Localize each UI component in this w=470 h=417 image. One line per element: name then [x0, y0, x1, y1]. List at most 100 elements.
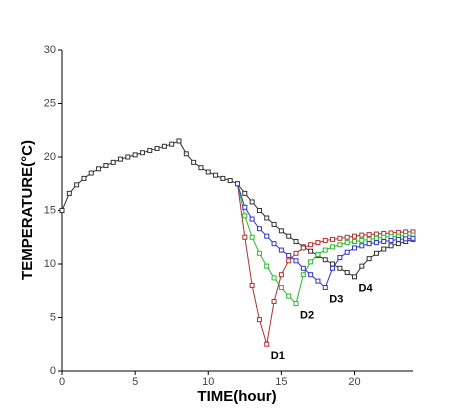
data-point — [366, 232, 372, 238]
data-point — [169, 141, 175, 147]
data-point — [381, 246, 387, 252]
data-point — [388, 243, 394, 249]
data-point — [59, 208, 65, 213]
data-point — [373, 240, 379, 246]
data-point — [213, 172, 219, 178]
data-point — [315, 240, 321, 246]
series-label: D4 — [359, 283, 374, 295]
x-tick-label: 20 — [348, 376, 360, 388]
data-point — [110, 159, 116, 165]
data-point — [330, 244, 336, 250]
data-point — [308, 259, 314, 265]
data-point — [388, 237, 394, 243]
data-point — [227, 178, 233, 184]
x-tick-label: 0 — [59, 376, 65, 388]
data-point — [256, 250, 262, 256]
y-tick-label: 10 — [44, 258, 56, 270]
data-point — [191, 159, 197, 165]
data-point — [235, 181, 240, 187]
data-point — [352, 245, 357, 251]
data-point — [344, 234, 350, 240]
x-tick-label: 5 — [132, 376, 138, 388]
x-tick-label: 15 — [275, 376, 287, 388]
data-point — [88, 170, 94, 176]
data-point — [300, 272, 306, 278]
data-point — [278, 285, 284, 291]
data-point — [315, 251, 321, 257]
data-point — [264, 263, 270, 269]
data-point — [256, 208, 262, 213]
data-point — [322, 257, 328, 263]
data-point — [242, 213, 248, 219]
data-point — [315, 278, 321, 284]
series-line — [237, 183, 413, 345]
data-point — [66, 190, 72, 196]
data-point — [366, 256, 372, 262]
data-point — [352, 233, 357, 239]
data-point — [249, 216, 255, 222]
data-point — [249, 199, 255, 205]
data-point — [278, 272, 284, 278]
y-tick-label: 15 — [44, 204, 56, 216]
data-point — [103, 163, 109, 169]
data-point — [154, 145, 160, 151]
data-point — [271, 275, 277, 281]
data-point — [242, 234, 248, 240]
data-point — [293, 258, 299, 264]
data-point — [300, 245, 306, 251]
data-point — [139, 150, 145, 156]
data-point — [286, 293, 292, 299]
data-point — [256, 317, 262, 323]
data-point — [337, 235, 343, 241]
y-tick-label: 20 — [44, 151, 56, 163]
data-point — [366, 236, 372, 242]
data-point — [271, 298, 277, 304]
data-point — [74, 182, 80, 188]
data-point — [308, 242, 314, 248]
data-point — [381, 239, 387, 245]
data-point — [308, 248, 314, 254]
data-point — [286, 258, 292, 264]
data-point — [118, 156, 123, 162]
data-point — [132, 152, 138, 158]
x-axis-label: TIME(hour) — [197, 388, 276, 405]
data-point — [359, 237, 365, 243]
data-point — [220, 175, 226, 181]
y-axis-label: TEMPERATURE(°C) — [19, 140, 36, 280]
data-point — [330, 265, 336, 271]
data-point — [264, 215, 270, 221]
data-point — [278, 228, 284, 234]
x-tick-label: 10 — [202, 376, 214, 388]
y-tick-label: 30 — [44, 44, 56, 56]
data-point — [183, 151, 189, 157]
data-point — [286, 233, 292, 239]
series-label: D3 — [329, 293, 343, 305]
data-point — [337, 265, 343, 271]
data-point — [395, 236, 401, 242]
data-point — [205, 169, 211, 175]
data-point — [242, 190, 248, 196]
data-point — [293, 301, 299, 307]
data-point — [373, 235, 379, 241]
data-point — [373, 231, 379, 237]
data-point — [147, 148, 153, 154]
data-point — [344, 240, 350, 246]
data-point — [322, 247, 328, 253]
series-label: D1 — [271, 350, 285, 362]
y-tick-label: 5 — [50, 311, 56, 323]
y-tick-label: 25 — [44, 97, 56, 109]
data-point — [359, 263, 365, 269]
data-point — [337, 255, 343, 261]
data-point — [403, 236, 409, 242]
data-point — [264, 233, 270, 239]
data-point — [352, 239, 357, 245]
data-point — [125, 154, 131, 160]
data-point — [264, 341, 270, 347]
data-point — [278, 247, 284, 253]
data-point — [176, 138, 182, 144]
data-point — [271, 241, 277, 247]
data-point — [322, 237, 328, 243]
data-point — [381, 234, 387, 240]
data-point — [286, 252, 292, 258]
